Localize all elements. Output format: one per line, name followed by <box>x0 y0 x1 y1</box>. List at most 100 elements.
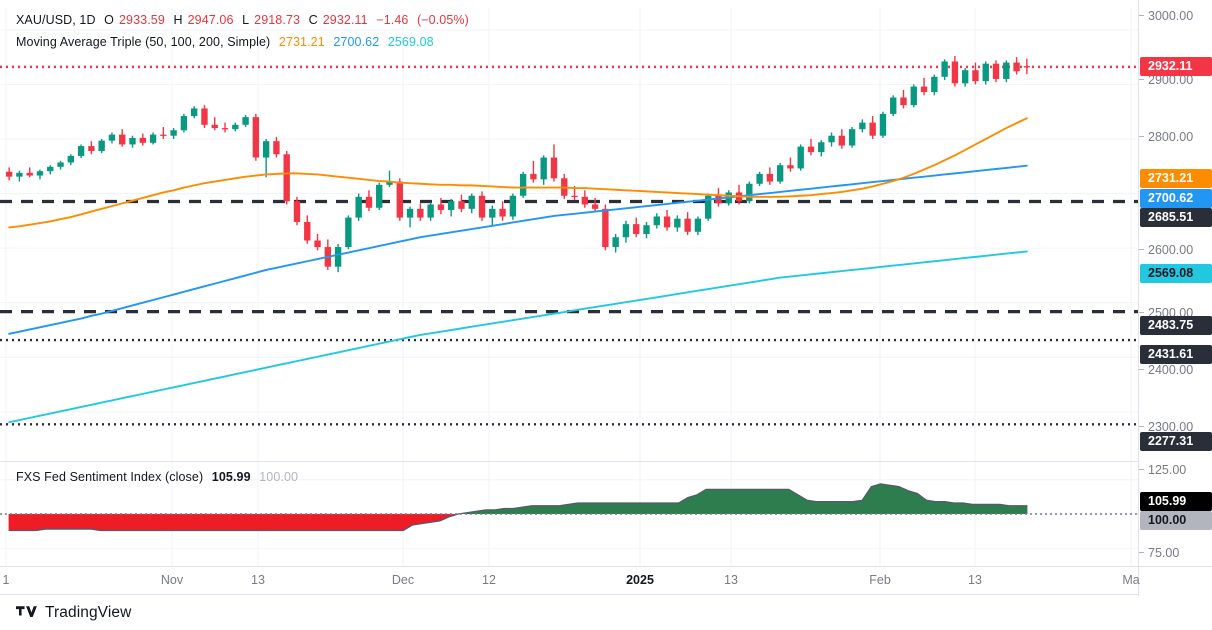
candle-body <box>478 195 486 218</box>
price-axis-tick: 2800.00 <box>1139 129 1212 145</box>
tradingview-mark-icon <box>16 606 37 618</box>
candle-body <box>283 154 290 202</box>
candle-body <box>242 117 249 125</box>
ma200-line <box>8 250 1028 424</box>
candle-body <box>26 172 33 176</box>
tradingview-logo[interactable]: TradingView <box>16 604 131 622</box>
candle-body <box>386 181 393 185</box>
price-axis-badge[interactable]: 2277.31 <box>1140 432 1212 451</box>
axis-tick-mark <box>1139 426 1144 427</box>
time-axis-tick: Nov <box>160 573 184 587</box>
candle-body <box>509 195 517 217</box>
candle-body <box>262 141 270 158</box>
axis-tick-mark <box>1139 369 1144 370</box>
symbol-label: XAU/USD, 1D <box>16 13 96 27</box>
price-axis-tick: 2900.00 <box>1139 72 1212 88</box>
candle-body <box>77 146 85 156</box>
candle-body <box>530 173 537 180</box>
price-scale[interactable]: 3000.00 2900.00 2800.00 2600.00 2500.00 2400.… <box>1138 0 1212 596</box>
price-axis-badge[interactable]: 2483.75 <box>1140 316 1212 335</box>
axis-tick-mark <box>1139 312 1144 313</box>
axis-tick-mark <box>1139 136 1144 137</box>
price-axis-badge[interactable]: 2731.21 <box>1140 169 1212 188</box>
candle-body <box>232 124 239 130</box>
symbol-legend[interactable]: XAU/USD, 1D O 2933.59 H 2947.06 L 2918.73 C… <box>16 13 474 27</box>
price-axis-badge[interactable]: 2431.61 <box>1140 345 1212 364</box>
time-axis-tick: 13 <box>968 573 982 587</box>
price-pane[interactable] <box>0 8 1138 461</box>
candle-body <box>221 128 229 130</box>
sentiment-line <box>8 483 1028 532</box>
price-axis-tick: 2300.00 <box>1139 419 1212 435</box>
candle-body <box>1023 66 1031 68</box>
sentiment-legend[interactable]: FXS Fed Sentiment Index (close) 105.99 1… <box>16 470 303 484</box>
axis-tick-mark <box>1139 469 1144 470</box>
price-axis-badge[interactable]: 2932.11 <box>1140 57 1212 76</box>
candle-body <box>355 196 362 218</box>
candle-body <box>920 86 928 93</box>
sentiment-plot <box>0 462 1138 566</box>
ohlc-close-value: 2932.11 <box>322 13 368 27</box>
ohlc-open-value: 2933.59 <box>119 13 165 27</box>
candle-body <box>57 162 64 167</box>
time-axis-tick: 12 <box>482 573 496 587</box>
candle-body <box>427 204 434 218</box>
candle-body <box>88 146 95 151</box>
candle-body <box>746 183 753 202</box>
candle-body <box>36 171 44 176</box>
candle-body <box>961 70 969 84</box>
candle-body <box>704 195 712 219</box>
sentiment-area <box>8 514 459 531</box>
candle-body <box>108 134 116 141</box>
candle-body <box>211 124 218 129</box>
candle-body <box>149 134 157 143</box>
candle-body <box>129 137 136 145</box>
time-axis-tick: 13 <box>724 573 738 587</box>
candle-body <box>396 181 403 218</box>
candle-body <box>900 97 907 106</box>
candle-body <box>848 129 856 146</box>
change-percent: (−0.05%) <box>417 13 469 27</box>
time-axis-tick: 13 <box>251 573 265 587</box>
candle-body <box>622 224 630 238</box>
time-scale[interactable]: 1 Nov 13 Dec 12 2025 13 Feb 13 Ma <box>0 566 1212 595</box>
chart-footer: TradingView <box>0 594 1212 630</box>
candle-body <box>180 116 188 131</box>
candle-body <box>119 134 126 145</box>
candle-body <box>540 157 547 180</box>
candle-body <box>519 173 527 196</box>
price-axis-badge[interactable]: 2685.51 <box>1140 208 1212 227</box>
price-axis-badge[interactable]: 100.00 <box>1140 511 1212 530</box>
candle-body <box>468 195 475 209</box>
axis-tick-mark <box>1139 79 1144 80</box>
moving-average-legend[interactable]: Moving Average Triple (50, 100, 200, Sim… <box>16 35 439 49</box>
price-axis-badge[interactable]: 2569.08 <box>1140 264 1212 283</box>
candle-body <box>334 247 342 267</box>
candle-body <box>643 225 650 234</box>
ohlc-high-label: H <box>173 13 183 27</box>
candle-body <box>47 166 54 172</box>
ohlc-high-value: 2947.06 <box>187 13 234 27</box>
candle-body <box>633 224 640 234</box>
candle-body <box>776 165 784 182</box>
sentiment-indicator-name: FXS Fed Sentiment Index (close) <box>16 470 204 484</box>
candle-body <box>139 137 146 143</box>
price-axis-badge[interactable]: 2700.62 <box>1140 189 1212 208</box>
candle-body <box>499 208 506 217</box>
sentiment-area <box>449 483 1028 514</box>
candle-body <box>1003 62 1010 79</box>
price-axis-badge[interactable]: 105.99 <box>1140 492 1212 511</box>
axis-tick-mark <box>1139 249 1144 250</box>
candle-body <box>674 218 681 228</box>
candle-body <box>890 97 897 114</box>
candle-body <box>612 237 619 248</box>
ma50-line <box>8 117 1028 229</box>
ohlc-close-label: C <box>308 13 318 27</box>
sentiment-pane[interactable] <box>0 462 1138 566</box>
candle-body <box>273 141 280 155</box>
candle-body <box>160 134 167 136</box>
candle-body <box>345 217 352 248</box>
candle-body <box>190 108 198 117</box>
time-axis-tick: Ma <box>1122 573 1140 587</box>
change-value: −1.46 <box>376 13 409 27</box>
